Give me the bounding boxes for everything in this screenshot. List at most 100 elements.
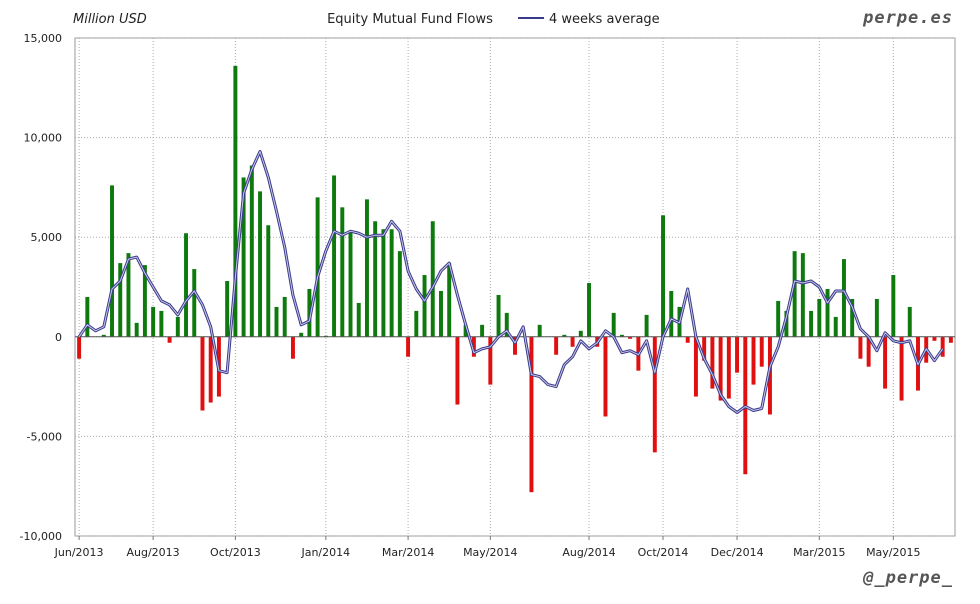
- x-tick-label: Jun/2013: [54, 546, 104, 559]
- bar: [241, 177, 246, 337]
- bar: [578, 330, 583, 337]
- x-tick-label: Aug/2013: [127, 546, 180, 559]
- bar: [126, 253, 131, 337]
- bar: [809, 310, 814, 337]
- bar: [85, 296, 90, 337]
- bar: [628, 336, 633, 339]
- bar: [940, 336, 945, 357]
- bar: [159, 310, 164, 337]
- bar: [364, 199, 369, 337]
- bar: [249, 165, 254, 337]
- bar: [447, 263, 452, 337]
- y-tick-label: -10,000: [20, 530, 62, 543]
- bar: [118, 263, 123, 337]
- bar: [101, 334, 106, 337]
- x-tick-label: Dec/2014: [711, 546, 764, 559]
- bar: [833, 316, 838, 337]
- average-line-inner: [78, 151, 944, 413]
- ytick-layer: 15,000 10,000 5,000 0 -5,000 -10,000: [20, 32, 62, 543]
- bar: [611, 312, 616, 337]
- bar: [471, 336, 476, 357]
- bar: [282, 296, 287, 337]
- bar: [184, 233, 188, 337]
- brand-watermark: perpe.es: [862, 8, 953, 28]
- bar: [587, 283, 591, 337]
- bar: [208, 336, 213, 403]
- bar: [693, 336, 698, 397]
- bar: [669, 290, 674, 337]
- bar: [192, 269, 197, 337]
- bar: [735, 336, 740, 373]
- bar: [619, 334, 624, 337]
- bar: [776, 300, 781, 337]
- bar: [866, 336, 871, 367]
- bar: [348, 231, 353, 337]
- bar: [907, 306, 912, 337]
- bar: [430, 221, 435, 337]
- bar: [480, 324, 485, 337]
- bar: [554, 336, 559, 355]
- bar: [266, 225, 271, 337]
- bar: [110, 185, 114, 337]
- bar: [233, 65, 238, 337]
- bar: [891, 275, 896, 337]
- bar: [570, 336, 575, 347]
- bar: [299, 332, 304, 337]
- bar: [175, 316, 180, 337]
- y-tick-label: 5,000: [31, 231, 63, 244]
- bar: [685, 336, 690, 343]
- bar: [825, 288, 830, 337]
- line-layer: [77, 150, 944, 414]
- y-tick-label: 15,000: [24, 32, 63, 45]
- x-tick-label: Mar/2014: [382, 546, 434, 559]
- bar: [77, 336, 82, 359]
- bar: [356, 302, 361, 337]
- x-tick-label: Oct/2014: [638, 546, 689, 559]
- bar: [200, 336, 205, 411]
- bar: [800, 253, 805, 337]
- grid-layer: [74, 37, 956, 537]
- bar: [537, 324, 542, 337]
- bar: [340, 207, 345, 337]
- bar: [439, 290, 443, 337]
- y-tick-label: -5,000: [27, 430, 62, 443]
- bar: [644, 314, 649, 337]
- bar: [463, 324, 468, 337]
- bar: [710, 336, 715, 389]
- bar: [817, 298, 822, 337]
- unit-label: Million USD: [73, 12, 147, 27]
- bar: [718, 336, 723, 401]
- bar: [167, 336, 172, 343]
- bar: [899, 336, 904, 401]
- bar: [562, 334, 567, 337]
- bar: [258, 191, 263, 337]
- bar: [414, 310, 419, 337]
- bar: [661, 215, 666, 337]
- bar: [883, 336, 888, 389]
- bar: [406, 336, 411, 357]
- bar: [134, 322, 139, 337]
- bar: [932, 336, 937, 341]
- bar: [603, 336, 608, 417]
- bar: [488, 336, 493, 385]
- bar: [702, 336, 707, 361]
- xtick-layer: Jun/2013 Aug/2013 Oct/2013 Jan/2014 Mar/2014…: [54, 536, 921, 559]
- bar: [225, 281, 230, 337]
- bar: [652, 336, 657, 453]
- x-tick-label: Oct/2013: [210, 546, 261, 559]
- bar: [389, 229, 394, 337]
- bar: [858, 336, 863, 359]
- bar: [373, 221, 378, 337]
- bar: [948, 336, 953, 343]
- bar: [767, 336, 772, 415]
- handle-watermark: @_perpe_: [862, 568, 953, 588]
- bar: [726, 336, 731, 399]
- chart-title: Equity Mutual Fund Flows: [327, 12, 493, 27]
- y-tick-label: 10,000: [24, 132, 63, 145]
- bar: [759, 336, 764, 367]
- bar: [455, 336, 460, 405]
- bar: [874, 298, 879, 337]
- bar: [422, 275, 427, 337]
